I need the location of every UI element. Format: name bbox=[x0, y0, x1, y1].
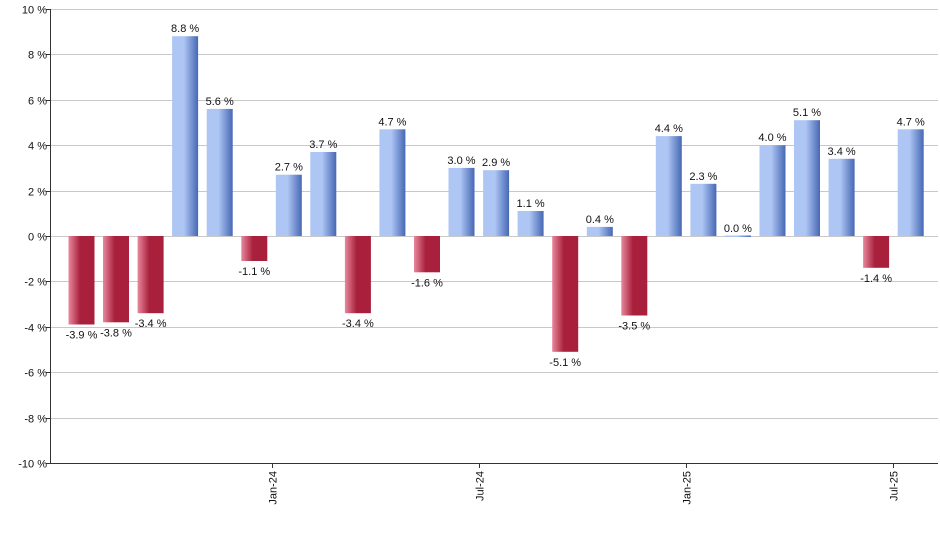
y-tick-label: 6 % bbox=[28, 96, 47, 108]
data-label: 4.4 % bbox=[655, 123, 683, 135]
bar bbox=[586, 226, 613, 236]
x-tick-label: Jul-25 bbox=[889, 471, 901, 501]
data-label: -5.1 % bbox=[549, 357, 581, 369]
bar bbox=[552, 236, 579, 352]
data-label: -1.1 % bbox=[238, 266, 270, 278]
data-label: -3.4 % bbox=[135, 318, 167, 330]
data-label: 0.0 % bbox=[724, 223, 752, 235]
y-tick-label: -10 % bbox=[18, 459, 47, 471]
bar bbox=[206, 108, 233, 236]
bar bbox=[897, 129, 924, 236]
data-label: 2.3 % bbox=[689, 171, 717, 183]
data-label: 2.9 % bbox=[482, 157, 510, 169]
bar bbox=[275, 174, 302, 236]
bar bbox=[794, 120, 820, 236]
bars bbox=[68, 36, 924, 352]
bar bbox=[137, 236, 164, 314]
bar bbox=[103, 236, 129, 323]
data-label: 4.7 % bbox=[897, 116, 925, 128]
data-label: -1.4 % bbox=[860, 273, 892, 285]
bar bbox=[621, 236, 648, 316]
data-label: -3.9 % bbox=[66, 330, 98, 342]
data-label: 3.4 % bbox=[828, 146, 856, 158]
y-tick-label: 2 % bbox=[28, 187, 47, 199]
y-tick-label: 10 % bbox=[22, 5, 47, 17]
data-label: 5.6 % bbox=[206, 96, 234, 108]
bar bbox=[414, 236, 440, 273]
bar bbox=[655, 136, 682, 236]
data-label: 8.8 % bbox=[171, 23, 199, 35]
bar bbox=[310, 152, 337, 236]
bar bbox=[828, 158, 855, 236]
y-tick-label: -8 % bbox=[24, 414, 47, 426]
data-labels: -3.9 % -3.8 %-3.4 %8.8 %5.6 %-1.1 %2.7 %3… bbox=[66, 23, 925, 369]
axes: 10 % 8 % 6 % 4 % 2 % 0 % -2 % -4 % -6 % -8 % -10 %… bbox=[18, 5, 938, 505]
data-label: 2.7 % bbox=[275, 162, 303, 174]
y-tick-label: 0 % bbox=[28, 232, 47, 244]
data-label: 4.0 % bbox=[758, 132, 786, 144]
x-tick-label: Jan-25 bbox=[682, 471, 694, 505]
data-label: 5.1 % bbox=[793, 107, 821, 119]
bar bbox=[344, 236, 371, 314]
data-label: -3.4 % bbox=[342, 318, 374, 330]
bar bbox=[68, 236, 95, 325]
data-label: 0.4 % bbox=[586, 214, 614, 226]
bar bbox=[448, 167, 475, 236]
data-label: 1.1 % bbox=[517, 198, 545, 210]
bar bbox=[172, 36, 199, 237]
data-label: -3.5 % bbox=[618, 321, 650, 333]
bar bbox=[863, 236, 890, 268]
y-tick-label: -6 % bbox=[24, 368, 47, 380]
y-tick-label: 8 % bbox=[28, 50, 47, 62]
bar bbox=[724, 235, 751, 237]
data-label: 3.7 % bbox=[309, 139, 337, 151]
bar bbox=[483, 170, 510, 236]
data-label: -1.6 % bbox=[411, 277, 443, 289]
data-label: 3.0 % bbox=[447, 155, 475, 167]
bar bbox=[241, 236, 268, 261]
y-tick-label: -4 % bbox=[24, 323, 47, 335]
x-tick-label: Jan-24 bbox=[268, 471, 280, 505]
bar bbox=[759, 145, 786, 236]
bar bbox=[690, 183, 717, 236]
x-tick-label: Jul-24 bbox=[475, 471, 487, 501]
y-tick-label: 4 % bbox=[28, 141, 47, 153]
data-label: 4.7 % bbox=[378, 116, 406, 128]
bar bbox=[517, 211, 544, 236]
data-label: -3.8 % bbox=[100, 327, 132, 339]
bar bbox=[379, 129, 406, 236]
y-tick-label: -2 % bbox=[24, 277, 47, 289]
